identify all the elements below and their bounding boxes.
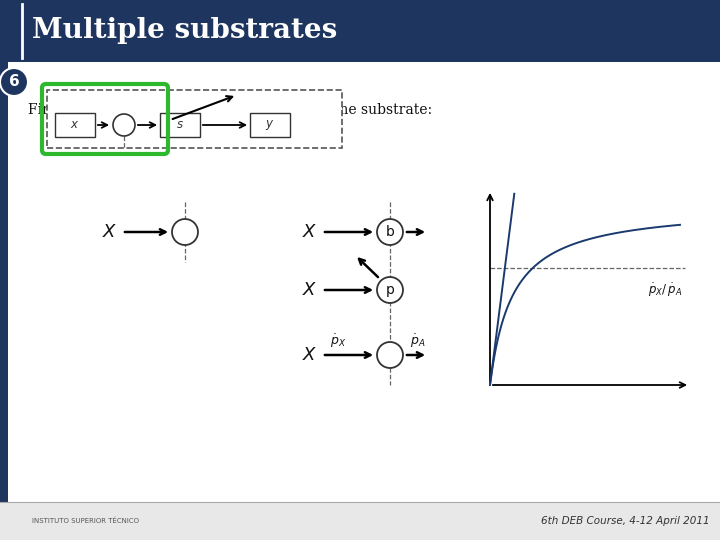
Text: $X$: $X$ [302,281,318,299]
Text: $y$: $y$ [265,118,275,132]
Text: INSTITUTO SUPERIOR TÉCNICO: INSTITUTO SUPERIOR TÉCNICO [32,518,138,524]
Text: b: b [386,225,395,239]
Bar [0,62,8,502]
Text: 6: 6 [9,75,19,90]
Text: $X$: $X$ [102,223,117,241]
Circle shape [172,219,198,245]
Circle shape [377,342,403,368]
Text: $x$: $x$ [71,118,80,132]
Text: $s$: $s$ [176,118,184,132]
Text: p: p [386,283,395,297]
Text: First let us look at what is happening with one substrate:: First let us look at what is happening w… [28,103,432,117]
Bar [0,502,720,540]
Circle shape [113,114,135,136]
Circle shape [377,219,403,245]
Bar [0,0,720,62]
Text: $X$: $X$ [302,346,318,364]
Text: $\dot{p}_X/ \, \dot{p}_A$: $\dot{p}_X/ \, \dot{p}_A$ [648,281,682,299]
Text: $X$: $X$ [302,223,318,241]
Text: $\dot{p}_A$: $\dot{p}_A$ [410,332,426,350]
Circle shape [0,68,28,96]
FancyBboxPatch shape [160,113,200,137]
FancyBboxPatch shape [55,113,95,137]
Text: $\dot{p}_X$: $\dot{p}_X$ [330,332,346,350]
FancyBboxPatch shape [47,90,342,148]
FancyBboxPatch shape [250,113,290,137]
Text: 6th DEB Course, 4-12 April 2011: 6th DEB Course, 4-12 April 2011 [541,516,710,526]
Circle shape [377,277,403,303]
Text: Multiple substrates: Multiple substrates [32,17,337,44]
